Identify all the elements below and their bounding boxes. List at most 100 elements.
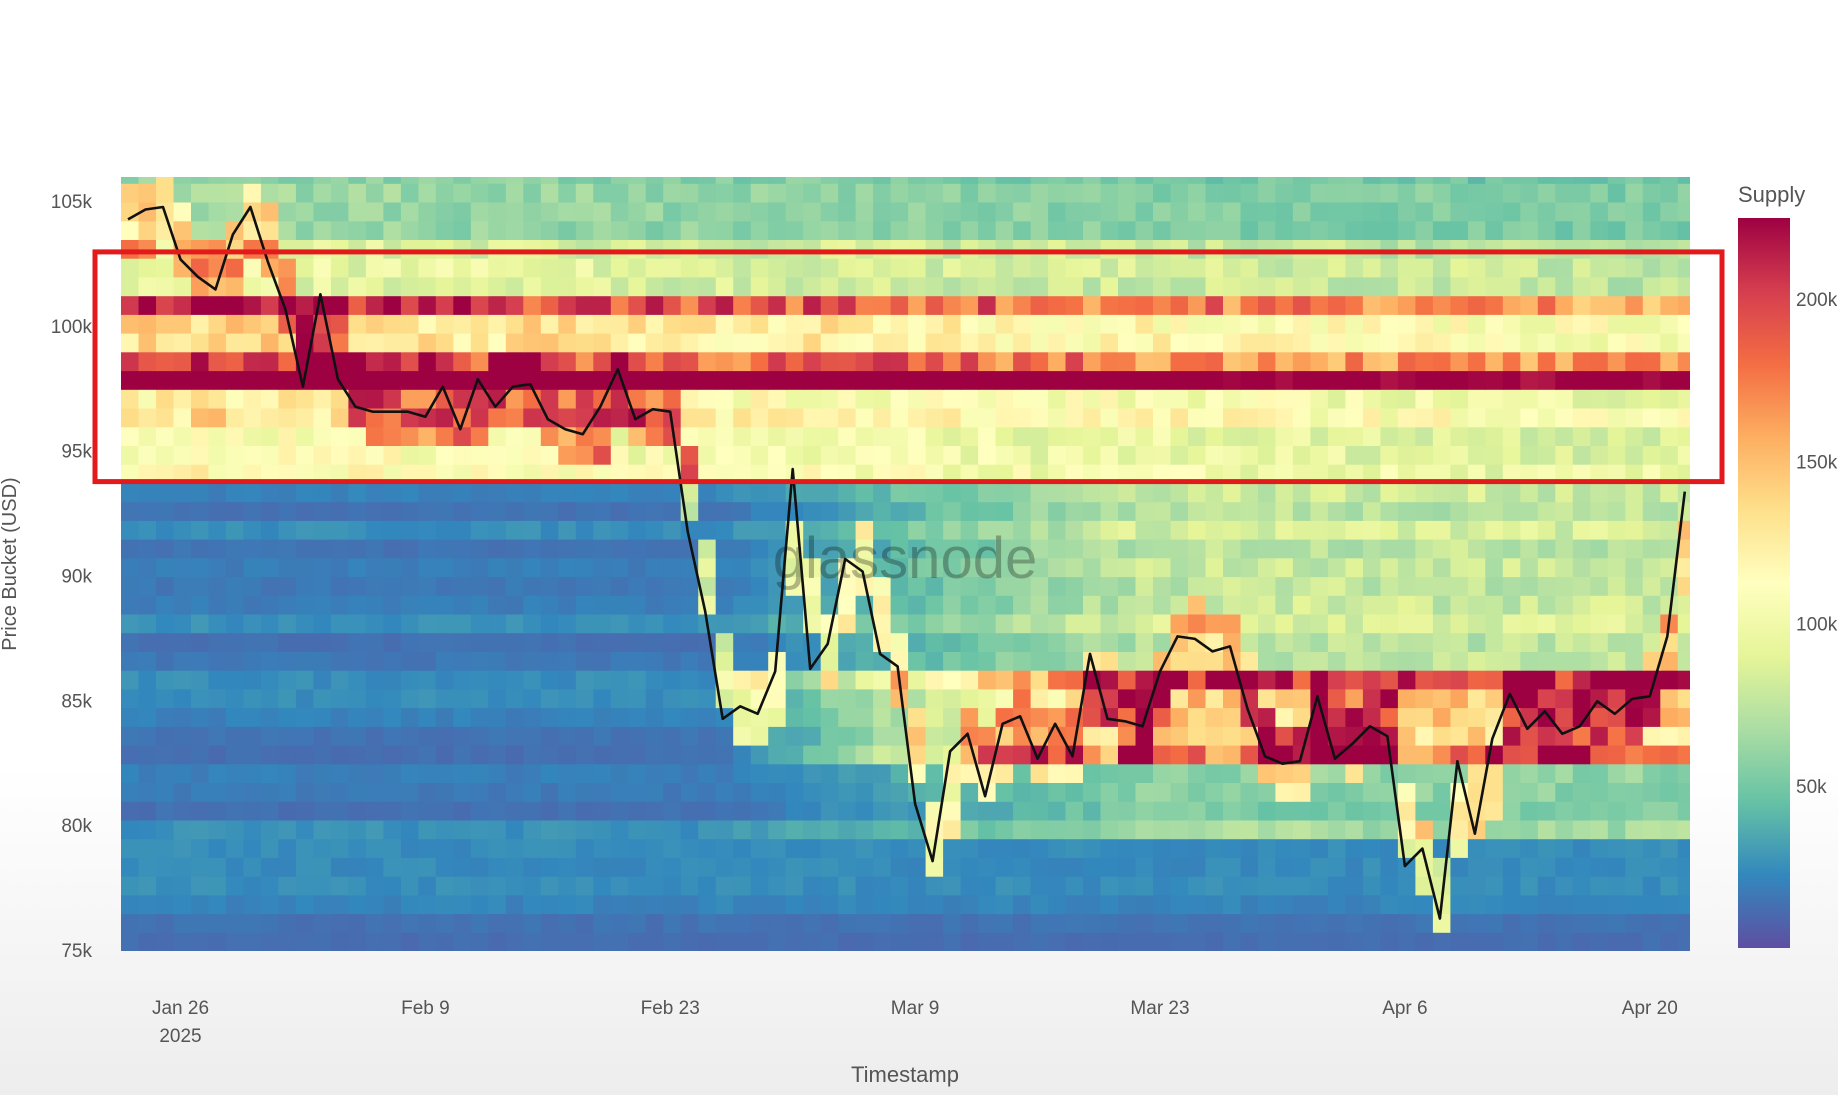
heatmap-cell (1467, 894, 1486, 915)
heatmap-cell (785, 595, 804, 615)
heatmap-cell (960, 763, 979, 783)
heatmap-cell (1048, 351, 1067, 372)
heatmap-cell (733, 557, 752, 578)
heatmap-cell (278, 520, 297, 540)
heatmap-cell (1625, 202, 1644, 222)
heatmap-cell (1292, 838, 1311, 858)
heatmap-cell (1380, 314, 1399, 334)
heatmap-cell (978, 894, 997, 915)
heatmap-cell (1205, 389, 1224, 409)
heatmap-cell (558, 557, 577, 578)
heatmap-cell (173, 370, 192, 390)
heatmap-cell (435, 177, 454, 184)
heatmap-cell (663, 426, 682, 446)
heatmap-cell (663, 819, 682, 840)
heatmap-cell (400, 370, 419, 390)
heatmap-cell (1642, 632, 1661, 652)
heatmap-cell (1467, 745, 1486, 765)
heatmap-cell (488, 913, 507, 933)
heatmap-cell (1590, 876, 1609, 896)
heatmap-cell (383, 819, 402, 840)
heatmap-cell (768, 258, 787, 278)
heatmap-cell (855, 726, 874, 746)
heatmap-cell (803, 539, 822, 559)
heatmap-cell (435, 782, 454, 802)
heatmap-cell (873, 857, 892, 877)
heatmap-cell (400, 782, 419, 802)
heatmap-cell (610, 726, 629, 746)
heatmap-cell (348, 876, 367, 896)
heatmap-cell (540, 876, 559, 896)
heatmap-cell (138, 745, 157, 765)
heatmap-cell (1502, 913, 1521, 933)
heatmap-cell (365, 445, 384, 465)
heatmap-cell (838, 801, 857, 821)
heatmap-cell (733, 876, 752, 896)
heatmap-cell (330, 520, 349, 540)
heatmap-cell (715, 295, 734, 315)
heatmap-cell (1625, 295, 1644, 315)
heatmap-cell (1502, 557, 1521, 578)
heatmap-cell (1135, 426, 1154, 446)
heatmap-cell (1240, 782, 1259, 802)
heatmap-cell (1415, 670, 1434, 690)
heatmap-cell (575, 763, 594, 783)
heatmap-cell (890, 632, 909, 652)
heatmap-cell (1450, 408, 1469, 428)
heatmap-cell (978, 838, 997, 858)
heatmap-cell (558, 177, 577, 184)
heatmap-cell (925, 177, 944, 184)
heatmap-cell (260, 351, 279, 372)
heatmap-cell (1607, 482, 1626, 503)
heatmap-cell (1048, 445, 1067, 465)
heatmap-cell (138, 595, 157, 615)
heatmap-cell (138, 426, 157, 446)
heatmap-cell (313, 651, 332, 671)
heatmap-cell (995, 370, 1014, 390)
y-tick-label: 95k (61, 442, 92, 463)
heatmap-cell (803, 576, 822, 596)
heatmap-cell (1240, 595, 1259, 615)
heatmap-cell (1292, 464, 1311, 484)
heatmap-cell (1485, 557, 1504, 578)
heatmap-cell (1362, 745, 1381, 765)
heatmap-cell (680, 183, 699, 203)
heatmap-cell (1188, 670, 1207, 690)
heatmap-cell (243, 576, 262, 596)
heatmap-cell (855, 220, 874, 240)
heatmap-cell (1275, 389, 1294, 409)
heatmap-cell (1572, 183, 1591, 203)
heatmap-cell (838, 913, 857, 933)
heatmap-cell (173, 801, 192, 821)
heatmap-cell (890, 501, 909, 521)
heatmap-cell (663, 539, 682, 559)
heatmap-cell (1467, 333, 1486, 353)
heatmap-cell (698, 177, 717, 184)
heatmap-cell (156, 314, 175, 334)
heatmap-cell (558, 464, 577, 484)
heatmap-cell (1100, 351, 1119, 372)
heatmap-cell (1048, 295, 1067, 315)
heatmap-cell (1432, 557, 1451, 578)
heatmap-cell (785, 408, 804, 428)
heatmap-cell (1240, 258, 1259, 278)
heatmap-cell (1660, 539, 1679, 559)
heatmap-cell (1642, 351, 1661, 372)
heatmap-cell (1100, 688, 1119, 709)
heatmap-cell (1135, 464, 1154, 484)
heatmap-cell (1415, 351, 1434, 372)
heatmap-cell (838, 501, 857, 521)
heatmap-cell (1625, 445, 1644, 465)
heatmap-cell (1030, 576, 1049, 596)
heatmap-cell (978, 408, 997, 428)
heatmap-cell (1135, 183, 1154, 203)
heatmap-cell (1572, 295, 1591, 315)
heatmap-cell (1013, 576, 1032, 596)
heatmap-cell (873, 670, 892, 690)
heatmap-cell (435, 670, 454, 690)
heatmap-cell (435, 501, 454, 521)
heatmap-cell (1258, 651, 1277, 671)
heatmap-cell (1135, 351, 1154, 372)
heatmap-cell (943, 220, 962, 240)
heatmap-cell (768, 894, 787, 915)
